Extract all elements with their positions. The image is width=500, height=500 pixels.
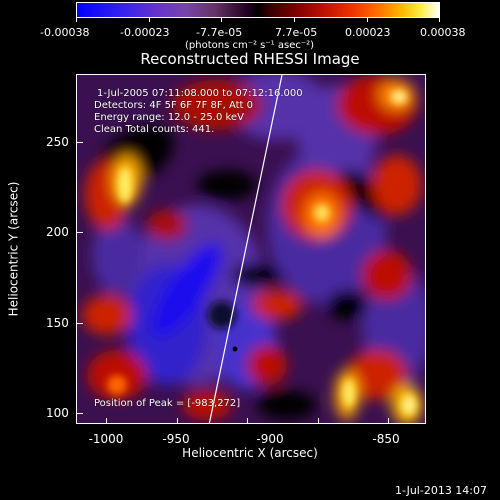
y-tick-label: 100 (46, 406, 69, 420)
x-tick (106, 418, 107, 424)
colorbar-tick-label: 0.00038 (420, 26, 466, 39)
y-tick (77, 413, 83, 414)
colorbar-tick-label: -7.7e-05 (196, 26, 243, 39)
plot-title: Reconstructed RHESSI Image (140, 50, 360, 68)
colorbar-tick (367, 18, 368, 22)
x-tick (177, 418, 178, 424)
colorbar (76, 2, 440, 18)
x-tick (318, 418, 319, 424)
solar-limb-line (208, 75, 283, 423)
x-axis-title: Heliocentric X (arcsec) (182, 446, 318, 460)
y-tick (77, 323, 83, 324)
y-tick-label: 200 (46, 225, 69, 239)
info-peak-position: Position of Peak = [-983,272] (94, 398, 241, 409)
y-tick-label: 150 (46, 316, 69, 330)
colorbar-tick (294, 18, 295, 22)
colorbar-tick (149, 18, 150, 22)
info-energy-range: Energy range: 12.0 - 25.0 keV (94, 112, 244, 123)
footer-timestamp: 1-Jul-2013 14:07 (395, 484, 488, 497)
y-tick (77, 232, 83, 233)
x-tick-label: -950 (162, 432, 190, 446)
colorbar-tick (221, 18, 222, 22)
x-tick-label: -900 (256, 432, 284, 446)
x-tick-label: -850 (372, 432, 400, 446)
x-tick-label: -1000 (88, 432, 124, 446)
info-clean-counts: Clean Total counts: 441. (94, 124, 215, 135)
colorbar-tick-label: 7.7e-05 (275, 26, 318, 39)
colorbar-tick (439, 18, 440, 22)
colorbar-tick (76, 18, 77, 22)
colorbar-tick-label: -0.00023 (120, 26, 170, 39)
colorbar-tick-label: 0.00023 (345, 26, 391, 39)
image-plot: 1-Jul-2005 07:11:08.000 to 07:12:16.000 … (76, 74, 426, 424)
y-axis-title: Heliocentric Y (arcsec) (6, 181, 21, 317)
colorbar-tick-label: -0.00038 (40, 26, 90, 39)
colorbar-units: (photons cm⁻² s⁻¹ asec⁻²) (185, 40, 315, 51)
y-tick-label: 250 (46, 135, 69, 149)
info-detectors: Detectors: 4F 5F 6F 7F 8F, Att 0 (94, 100, 254, 111)
y-tick (77, 142, 83, 143)
peak-marker (232, 346, 238, 352)
info-time-range: 1-Jul-2005 07:11:08.000 to 07:12:16.000 (97, 88, 303, 99)
rhessi-image (77, 75, 425, 423)
x-tick (388, 418, 389, 424)
x-tick (247, 418, 248, 424)
